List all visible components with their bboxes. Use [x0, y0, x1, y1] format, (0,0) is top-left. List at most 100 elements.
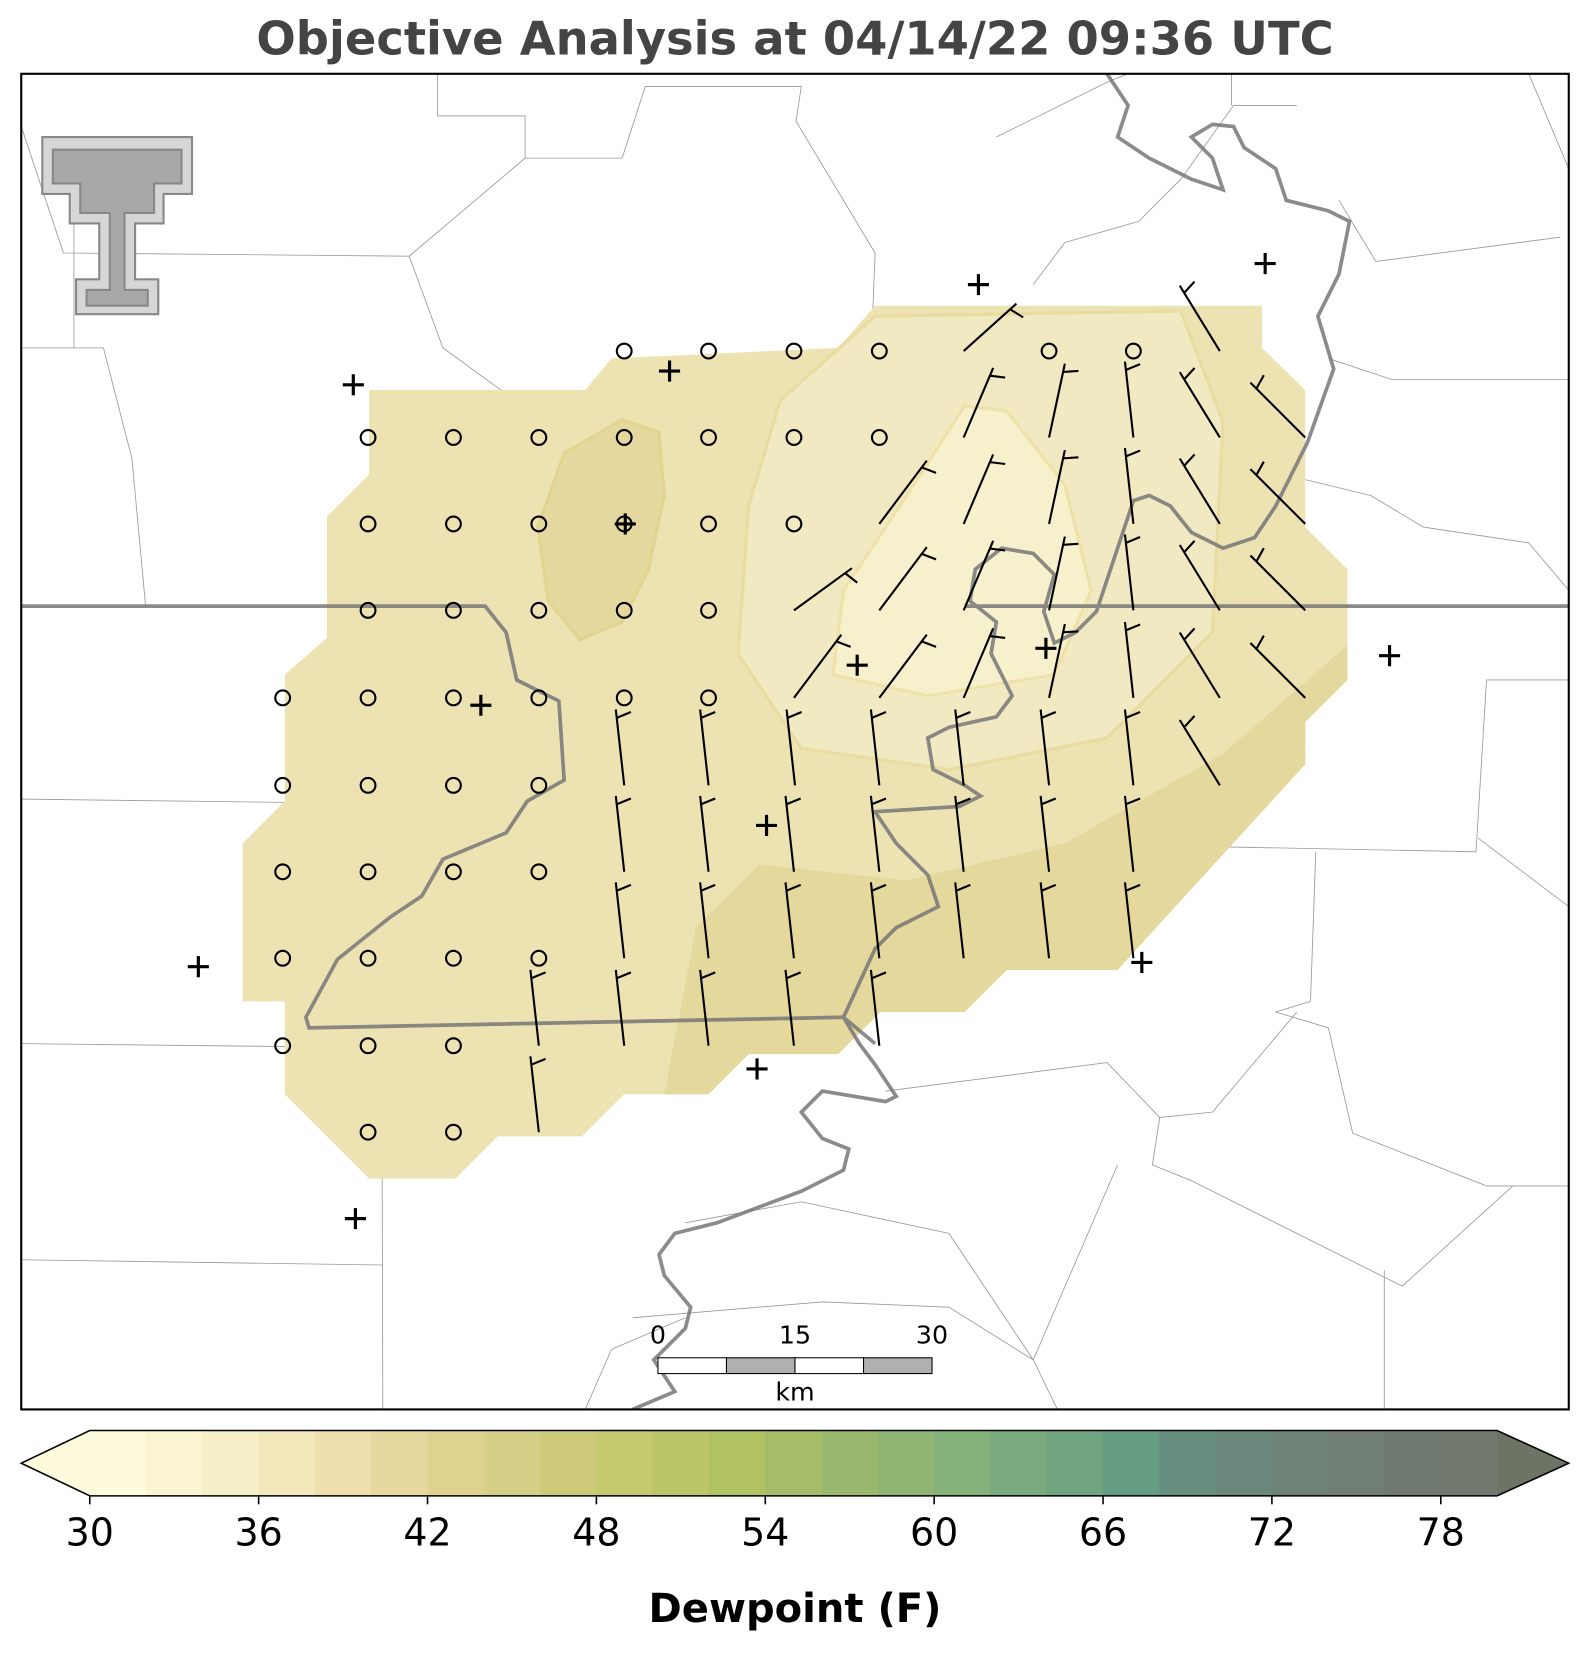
wind-barb [954, 882, 971, 959]
wind-barb [954, 795, 971, 872]
colorbar-bin [540, 1430, 597, 1496]
wind-barb [878, 546, 937, 611]
barb-staff [529, 969, 540, 1046]
wind-barb [878, 633, 937, 699]
barb-tick [921, 640, 937, 648]
barb-staff [785, 709, 797, 786]
calm-station [359, 689, 377, 707]
missing-station [342, 374, 364, 396]
wind-barb [1123, 361, 1141, 438]
barb-tick [616, 883, 632, 892]
wind-barb [1123, 795, 1141, 872]
wind-barb [1048, 363, 1079, 438]
barb-tick [1063, 630, 1079, 634]
logo [41, 135, 194, 316]
barb-tick [1041, 797, 1057, 806]
colorbar-bin [1328, 1430, 1386, 1496]
barb-staff [614, 795, 626, 872]
calm-station [274, 689, 292, 707]
barb-staff [614, 709, 626, 786]
missing-station [187, 956, 209, 978]
colorbar-tick-label: 60 [910, 1510, 958, 1554]
calm-station [530, 949, 548, 967]
barb-tick [1183, 280, 1196, 294]
missing-station [1035, 637, 1057, 659]
missing-station [846, 654, 868, 676]
colorbar-bin [146, 1430, 203, 1496]
barb-tick [921, 466, 937, 474]
barb-staff [1039, 709, 1051, 786]
barb-staff [878, 546, 928, 611]
colorbar-tick-label: 42 [403, 1510, 451, 1554]
dewpoint-band [831, 404, 1093, 698]
colorbar-bin [1046, 1430, 1104, 1496]
barb-staff [962, 367, 995, 438]
wind-barb [1178, 367, 1221, 439]
calm-station [530, 863, 548, 881]
barb-staff [784, 795, 795, 872]
title: Objective Analysis at 04/14/22 09:36 UTC [256, 12, 1333, 66]
barb-staff [1178, 285, 1221, 352]
wind-barb [1178, 715, 1221, 786]
barb-tick [871, 711, 887, 719]
barb-tick [989, 547, 1006, 552]
barb-staff [962, 453, 995, 525]
calm-station [700, 689, 717, 707]
barb-tick [530, 1057, 546, 1066]
barb-tick [1255, 635, 1265, 650]
calm-station [359, 949, 377, 967]
scale-segment [725, 1357, 796, 1375]
barb-tick [921, 552, 937, 561]
barb-staff [1048, 449, 1066, 525]
wind-barb [1123, 621, 1141, 698]
calm-station [700, 429, 717, 446]
barb-staff [869, 882, 881, 959]
colorbar-tick-label: 48 [572, 1510, 620, 1554]
wind-barb [1249, 547, 1306, 612]
barb-tick [1183, 540, 1196, 553]
barb-tick [871, 883, 887, 892]
wind-barb [1123, 447, 1141, 525]
missing-station [755, 814, 778, 836]
wind-barb [962, 367, 1006, 438]
barb-staff [954, 795, 965, 872]
wind-barb [699, 969, 716, 1046]
barb-staff [1178, 544, 1221, 611]
barb-staff [1123, 882, 1135, 959]
colorbar-bin [821, 1430, 879, 1496]
wind-barb [1123, 534, 1141, 611]
calm-station [445, 863, 462, 881]
barb-staff [784, 969, 795, 1046]
barb-tick [1063, 456, 1079, 460]
calm-station [785, 342, 803, 360]
missing-station [659, 360, 681, 382]
barb-tick [1183, 453, 1196, 467]
calm-station [530, 689, 548, 707]
barb-staff [954, 882, 965, 959]
calm-station [445, 1037, 462, 1055]
wind-barb [962, 627, 1006, 699]
colorbar-extend-low [21, 1430, 90, 1496]
scale-tick-label: 30 [916, 1321, 948, 1350]
barb-staff [1249, 381, 1306, 439]
wind-barb [614, 969, 632, 1046]
scale-unit: km [775, 1378, 814, 1407]
calm-station [274, 949, 292, 967]
scale-segment [657, 1357, 728, 1375]
colorbar-tick-label: 30 [66, 1510, 114, 1554]
barb-staff [954, 709, 965, 786]
barb-tick [786, 883, 802, 892]
colorbar-tick-label: 54 [741, 1510, 789, 1554]
barb-tick [955, 797, 971, 806]
calm-station [700, 601, 717, 619]
colorbar-bin [1271, 1430, 1329, 1496]
barb-tick [1255, 547, 1265, 563]
wind-barb [614, 709, 632, 786]
wind-barb [793, 567, 858, 612]
wind-barb [784, 882, 802, 959]
barb-tick [989, 461, 1006, 466]
barb-staff [1048, 623, 1066, 699]
calm-station [615, 689, 633, 707]
barb-staff [869, 969, 881, 1046]
